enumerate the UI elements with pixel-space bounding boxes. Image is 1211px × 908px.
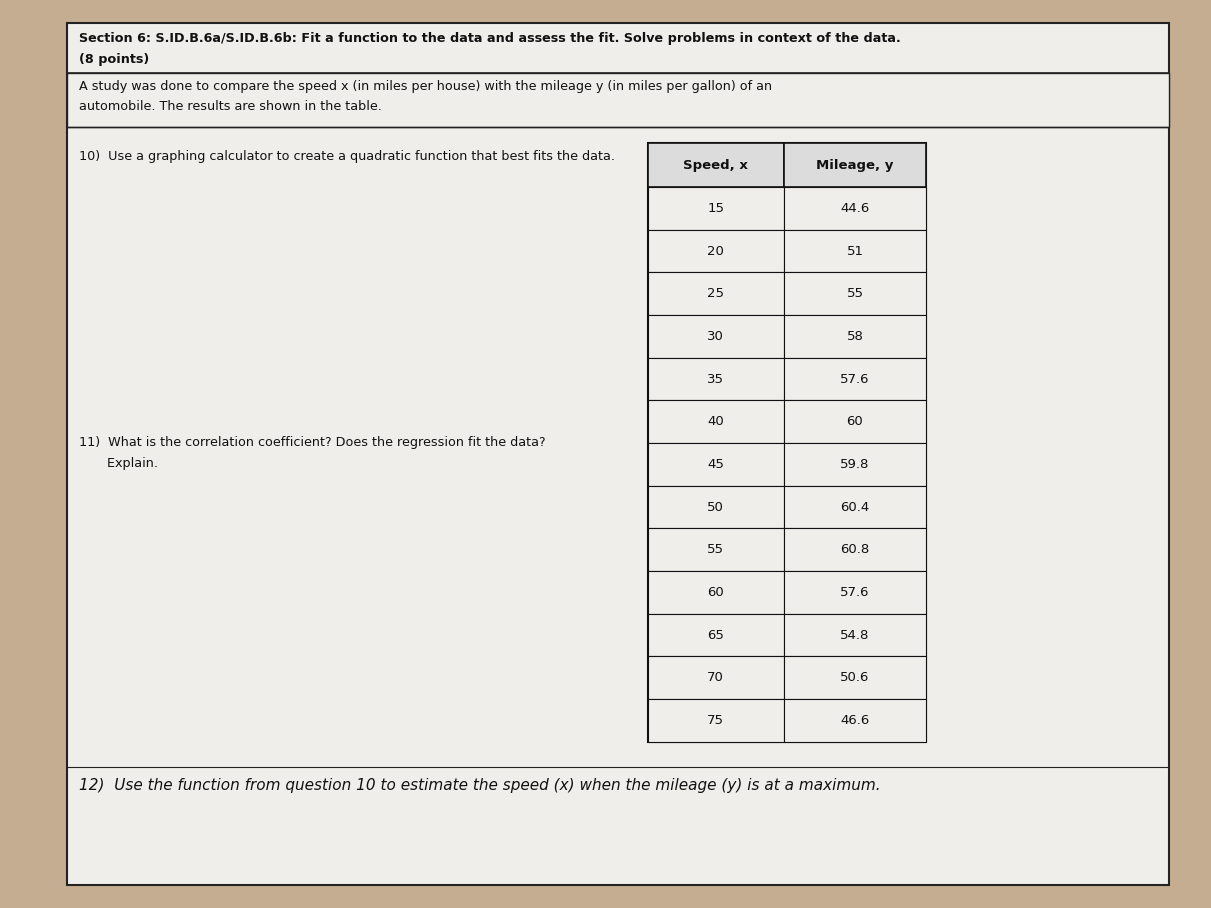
Text: 60: 60 xyxy=(707,586,724,599)
Text: 75: 75 xyxy=(707,714,724,727)
Text: 11)  What is the correlation coefficient? Does the regression fit the data?: 11) What is the correlation coefficient?… xyxy=(79,436,545,449)
FancyBboxPatch shape xyxy=(784,358,926,400)
FancyBboxPatch shape xyxy=(648,614,784,656)
FancyBboxPatch shape xyxy=(648,143,784,187)
Text: (8 points): (8 points) xyxy=(79,53,149,65)
Text: Mileage, y: Mileage, y xyxy=(816,159,894,172)
Text: 65: 65 xyxy=(707,628,724,642)
FancyBboxPatch shape xyxy=(784,443,926,486)
Text: 60.4: 60.4 xyxy=(840,500,869,514)
FancyBboxPatch shape xyxy=(67,73,1169,127)
FancyBboxPatch shape xyxy=(784,486,926,528)
FancyBboxPatch shape xyxy=(784,143,926,187)
Text: 59.8: 59.8 xyxy=(840,458,869,471)
FancyBboxPatch shape xyxy=(784,528,926,571)
Text: 40: 40 xyxy=(707,415,724,429)
FancyBboxPatch shape xyxy=(784,187,926,230)
Text: 50: 50 xyxy=(707,500,724,514)
FancyBboxPatch shape xyxy=(784,230,926,272)
Text: 60: 60 xyxy=(846,415,863,429)
Text: Explain.: Explain. xyxy=(79,457,157,469)
FancyBboxPatch shape xyxy=(784,656,926,699)
Text: automobile. The results are shown in the table.: automobile. The results are shown in the… xyxy=(79,100,381,113)
FancyBboxPatch shape xyxy=(648,187,784,230)
FancyBboxPatch shape xyxy=(784,571,926,614)
FancyBboxPatch shape xyxy=(648,528,784,571)
Text: 51: 51 xyxy=(846,244,863,258)
Text: 10)  Use a graphing calculator to create a quadratic function that best fits the: 10) Use a graphing calculator to create … xyxy=(79,150,615,163)
Text: 57.6: 57.6 xyxy=(840,372,869,386)
Text: 15: 15 xyxy=(707,202,724,215)
FancyBboxPatch shape xyxy=(648,656,784,699)
Text: 46.6: 46.6 xyxy=(840,714,869,727)
FancyBboxPatch shape xyxy=(648,272,784,315)
FancyBboxPatch shape xyxy=(784,400,926,443)
FancyBboxPatch shape xyxy=(648,143,926,742)
FancyBboxPatch shape xyxy=(648,571,784,614)
FancyBboxPatch shape xyxy=(648,315,784,358)
Text: 57.6: 57.6 xyxy=(840,586,869,599)
Text: 44.6: 44.6 xyxy=(840,202,869,215)
FancyBboxPatch shape xyxy=(648,699,784,742)
Text: 35: 35 xyxy=(707,372,724,386)
FancyBboxPatch shape xyxy=(784,272,926,315)
Text: 45: 45 xyxy=(707,458,724,471)
FancyBboxPatch shape xyxy=(648,230,784,272)
Text: 60.8: 60.8 xyxy=(840,543,869,557)
Text: Speed, x: Speed, x xyxy=(683,159,748,172)
Text: 20: 20 xyxy=(707,244,724,258)
Text: 50.6: 50.6 xyxy=(840,671,869,685)
FancyBboxPatch shape xyxy=(648,486,784,528)
FancyBboxPatch shape xyxy=(784,699,926,742)
FancyBboxPatch shape xyxy=(784,614,926,656)
Text: Section 6: S.ID.B.6a/S.ID.B.6b: Fit a function to the data and assess the fit. S: Section 6: S.ID.B.6a/S.ID.B.6b: Fit a fu… xyxy=(79,32,901,44)
Text: 55: 55 xyxy=(846,287,863,301)
FancyBboxPatch shape xyxy=(648,400,784,443)
FancyBboxPatch shape xyxy=(648,358,784,400)
Text: 12)  Use the function from question 10 to estimate the speed (x) when the mileag: 12) Use the function from question 10 to… xyxy=(79,778,880,794)
FancyBboxPatch shape xyxy=(648,443,784,486)
FancyBboxPatch shape xyxy=(784,315,926,358)
Text: 30: 30 xyxy=(707,330,724,343)
Text: 55: 55 xyxy=(707,543,724,557)
Text: 70: 70 xyxy=(707,671,724,685)
Text: 25: 25 xyxy=(707,287,724,301)
Text: 58: 58 xyxy=(846,330,863,343)
Text: A study was done to compare the speed x (in miles per house) with the mileage y : A study was done to compare the speed x … xyxy=(79,80,771,93)
FancyBboxPatch shape xyxy=(67,23,1169,885)
Text: 54.8: 54.8 xyxy=(840,628,869,642)
